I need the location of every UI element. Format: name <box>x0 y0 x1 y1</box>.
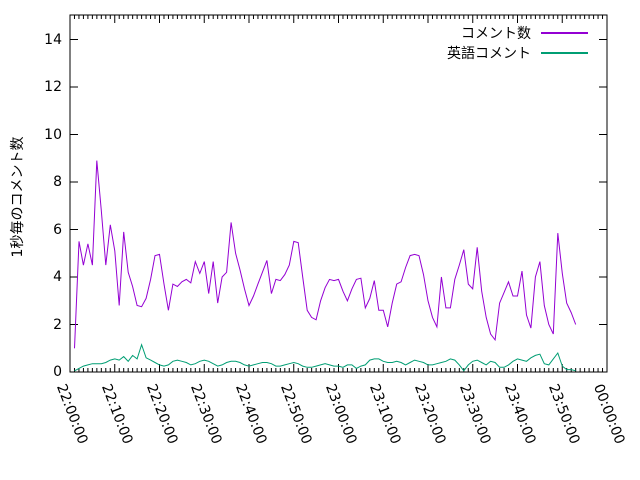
legend-item-comments: コメント数 <box>447 23 588 43</box>
legend: コメント数 英語コメント <box>447 23 588 63</box>
y-tick-label: 2 <box>53 316 62 333</box>
y-tick-label: 12 <box>44 79 62 95</box>
series-line-コメント数 <box>74 160 577 349</box>
legend-label-comments: コメント数 <box>461 26 531 42</box>
y-tick-label: 10 <box>44 126 62 143</box>
y-axis-title: 1秒毎のコメント数 <box>10 136 26 258</box>
y-tick-label: 4 <box>53 269 62 285</box>
legend-line-sample-comments <box>541 32 588 34</box>
legend-item-english-comments: 英語コメント <box>447 43 588 63</box>
legend-line-sample-english-comments <box>541 52 588 54</box>
y-tick-label: 14 <box>44 31 62 48</box>
plot-border <box>69 14 608 373</box>
y-tick-label: 0 <box>53 364 62 380</box>
series-line-英語コメント <box>74 343 576 372</box>
y-tick-label: 8 <box>53 174 62 190</box>
y-tick-label: 6 <box>53 221 62 238</box>
legend-label-english-comments: 英語コメント <box>447 46 531 62</box>
